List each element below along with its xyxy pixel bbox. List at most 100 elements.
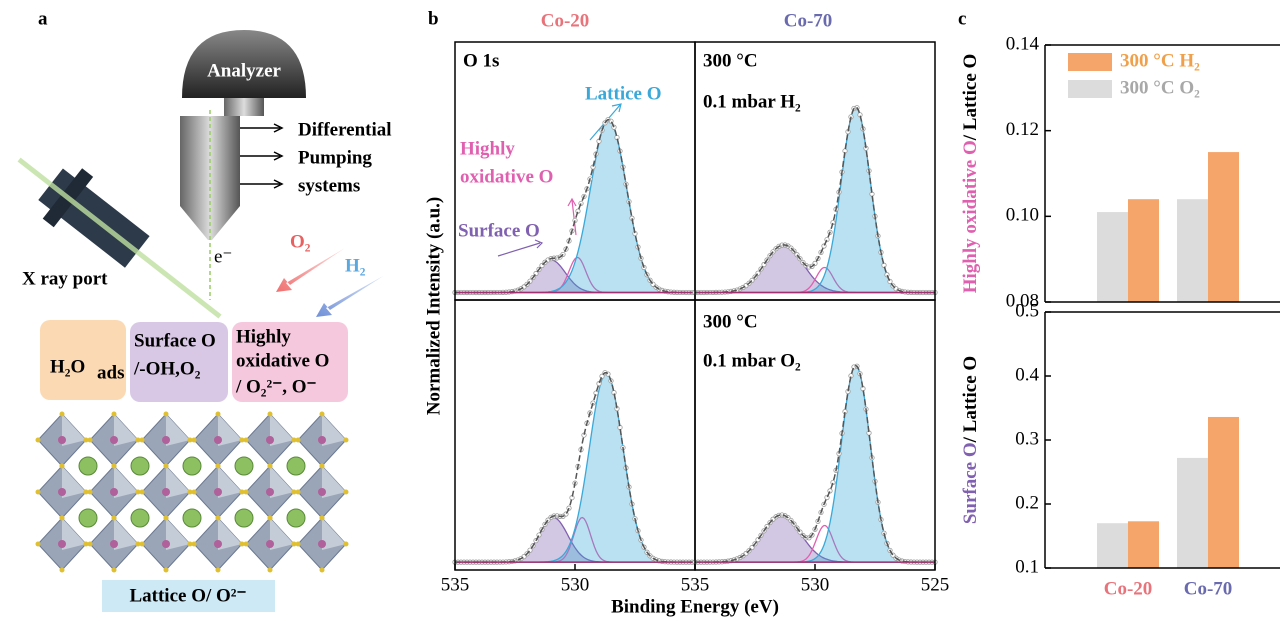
column-title: Co-70 — [784, 10, 833, 31]
oxygen — [267, 463, 273, 469]
annotation: 0.1 mbar O₂ — [703, 350, 801, 371]
annotation: oxidative O — [460, 166, 553, 187]
cation — [58, 436, 66, 444]
y-tick-label: 0.4 — [1015, 364, 1039, 385]
octahedron-face — [322, 414, 346, 446]
y-axis-label-part: Highly oxidative O — [960, 140, 981, 293]
oxygen — [319, 463, 325, 469]
panel-label: c — [958, 8, 966, 29]
surface-box — [130, 322, 228, 402]
annotation: Lattice O — [585, 83, 662, 104]
cation — [110, 436, 118, 444]
peak — [454, 372, 696, 563]
xray-label: X ray port — [22, 268, 108, 289]
cation — [162, 436, 170, 444]
octahedron-face — [322, 466, 346, 498]
octahedron-face — [166, 414, 190, 446]
cation — [266, 540, 274, 548]
oxygen — [215, 411, 221, 417]
peak — [694, 364, 936, 563]
octahedron-face — [218, 466, 242, 498]
oxygen — [187, 437, 193, 443]
box-label: Surface O — [134, 330, 216, 351]
bar — [1128, 521, 1159, 568]
analyzer-dome — [182, 30, 306, 98]
octahedron-face — [218, 518, 242, 550]
x-tick-label: Co-20 — [1104, 578, 1153, 599]
oxygen — [111, 411, 117, 417]
a-site — [182, 456, 202, 476]
oxygen — [267, 515, 273, 521]
oxygen — [111, 567, 117, 573]
cation — [318, 488, 326, 496]
a-site — [286, 456, 306, 476]
y-tick-label: 0.3 — [1015, 428, 1039, 449]
peak — [694, 244, 936, 294]
y-tick-label: 0.1 — [1015, 556, 1039, 577]
annotation: Highly — [460, 138, 515, 159]
a-site — [234, 508, 254, 528]
cation — [266, 436, 274, 444]
octahedron-face — [62, 518, 86, 550]
oxygen — [35, 489, 41, 495]
oxygen — [215, 463, 221, 469]
bar — [1177, 457, 1208, 568]
o2-arrow — [276, 248, 345, 292]
cation — [110, 540, 118, 548]
oxygen — [111, 515, 117, 521]
cation — [162, 488, 170, 496]
panel-a: a Analyzer Differential Pumping systems … — [17, 8, 392, 612]
oxygen — [163, 411, 169, 417]
annotation: 300 °C — [703, 50, 758, 71]
oxygen — [35, 541, 41, 547]
legend-label: 300 °C O₂ — [1120, 77, 1200, 98]
y-tick-label: 0.5 — [1015, 300, 1039, 321]
box-label: ads — [97, 362, 124, 383]
box-label: Highly — [236, 326, 291, 347]
oxygen — [59, 411, 65, 417]
box-label: Lattice O/ O²⁻ — [129, 585, 246, 606]
oxygen — [83, 437, 89, 443]
a-site — [130, 508, 150, 528]
octahedron-face — [114, 466, 138, 498]
x-tick-label: 530 — [801, 574, 830, 595]
cation — [214, 488, 222, 496]
bar — [1097, 212, 1128, 302]
cation — [318, 540, 326, 548]
oxygen — [291, 489, 297, 495]
oxygen — [243, 437, 249, 443]
lattice-box — [102, 580, 275, 612]
oxygen — [291, 437, 297, 443]
y-tick-label: 0.14 — [1006, 33, 1040, 54]
annotation-arrow — [497, 239, 544, 257]
cation — [318, 436, 326, 444]
y-axis-label: Highly oxidative O/ Lattice O — [960, 54, 981, 294]
x-tick-label: 535 — [681, 574, 710, 595]
a-site — [130, 456, 150, 476]
a-site — [182, 508, 202, 528]
gas-label: H₂ — [345, 255, 366, 276]
cation — [162, 540, 170, 548]
a-site — [78, 456, 98, 476]
cation — [58, 488, 66, 496]
oxygen — [191, 437, 197, 443]
oxygen — [139, 489, 145, 495]
panel-label: a — [38, 8, 48, 29]
oxygen — [135, 489, 141, 495]
oxygen — [239, 437, 245, 443]
oxygen — [87, 489, 93, 495]
y-axis-label: Normalized Intensity (a.u.) — [423, 197, 444, 415]
y-axis-label-part: / Lattice O — [960, 356, 981, 444]
bar — [1208, 416, 1239, 568]
annotation: 300 °C — [703, 311, 758, 332]
octahedron-face — [270, 466, 294, 498]
oxygen — [59, 463, 65, 469]
fit-envelope — [695, 106, 935, 294]
oxygen — [343, 437, 349, 443]
y-tick-label: 0.12 — [1006, 119, 1039, 140]
analyzer-neck — [224, 98, 264, 116]
oxygen — [139, 437, 145, 443]
octahedron-face — [270, 414, 294, 446]
box-label: /-OH,O₂ — [133, 358, 201, 379]
oxygen — [215, 515, 221, 521]
